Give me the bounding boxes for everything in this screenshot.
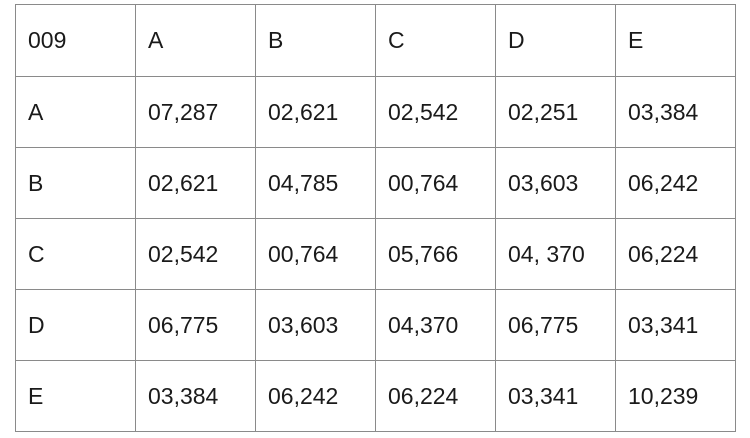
table-cell: 02,621 bbox=[255, 76, 376, 148]
row-header: D bbox=[15, 289, 136, 361]
row-header: B bbox=[15, 147, 136, 219]
table-cell: 06,242 bbox=[255, 360, 376, 432]
table-row: E 03,384 06,242 06,224 03,341 10,239 bbox=[15, 360, 736, 432]
table-cell: 05,766 bbox=[375, 218, 496, 290]
table-cell: 03,384 bbox=[615, 76, 736, 148]
table-cell: 04,370 bbox=[375, 289, 496, 361]
table-cell: 07,287 bbox=[135, 76, 256, 148]
row-header: A bbox=[15, 76, 136, 148]
table-row: D 06,775 03,603 04,370 06,775 03,341 bbox=[15, 289, 736, 361]
column-header: A bbox=[135, 4, 256, 77]
column-header: D bbox=[495, 4, 616, 77]
table-cell: 04,785 bbox=[255, 147, 376, 219]
row-header: E bbox=[15, 360, 136, 432]
table-cell: 06,775 bbox=[495, 289, 616, 361]
table-cell: 02,251 bbox=[495, 76, 616, 148]
table-cell: 03,341 bbox=[495, 360, 616, 432]
table-cell: 02,542 bbox=[375, 76, 496, 148]
table-row: C 02,542 00,764 05,766 04, 370 06,224 bbox=[15, 218, 736, 290]
table-cell: 06,224 bbox=[375, 360, 496, 432]
table-cell: 02,621 bbox=[135, 147, 256, 219]
column-header: B bbox=[255, 4, 376, 77]
table-cell: 00,764 bbox=[255, 218, 376, 290]
table-cell: 03,341 bbox=[615, 289, 736, 361]
distance-matrix-table: 009 A B C D E A 07,287 02,621 02,542 02,… bbox=[15, 4, 736, 432]
table-cell: 02,542 bbox=[135, 218, 256, 290]
table-cell: 03,603 bbox=[255, 289, 376, 361]
row-header: C bbox=[15, 218, 136, 290]
table-row: B 02,621 04,785 00,764 03,603 06,242 bbox=[15, 147, 736, 219]
table-cell: 04, 370 bbox=[495, 218, 616, 290]
corner-cell: 009 bbox=[15, 4, 136, 77]
table-cell: 10,239 bbox=[615, 360, 736, 432]
table-cell: 06,224 bbox=[615, 218, 736, 290]
table-cell: 00,764 bbox=[375, 147, 496, 219]
header-row: 009 A B C D E bbox=[15, 4, 736, 77]
table-cell: 06,242 bbox=[615, 147, 736, 219]
table-row: A 07,287 02,621 02,542 02,251 03,384 bbox=[15, 76, 736, 148]
table-cell: 06,775 bbox=[135, 289, 256, 361]
column-header: E bbox=[615, 4, 736, 77]
table-cell: 03,384 bbox=[135, 360, 256, 432]
table-cell: 03,603 bbox=[495, 147, 616, 219]
column-header: C bbox=[375, 4, 496, 77]
